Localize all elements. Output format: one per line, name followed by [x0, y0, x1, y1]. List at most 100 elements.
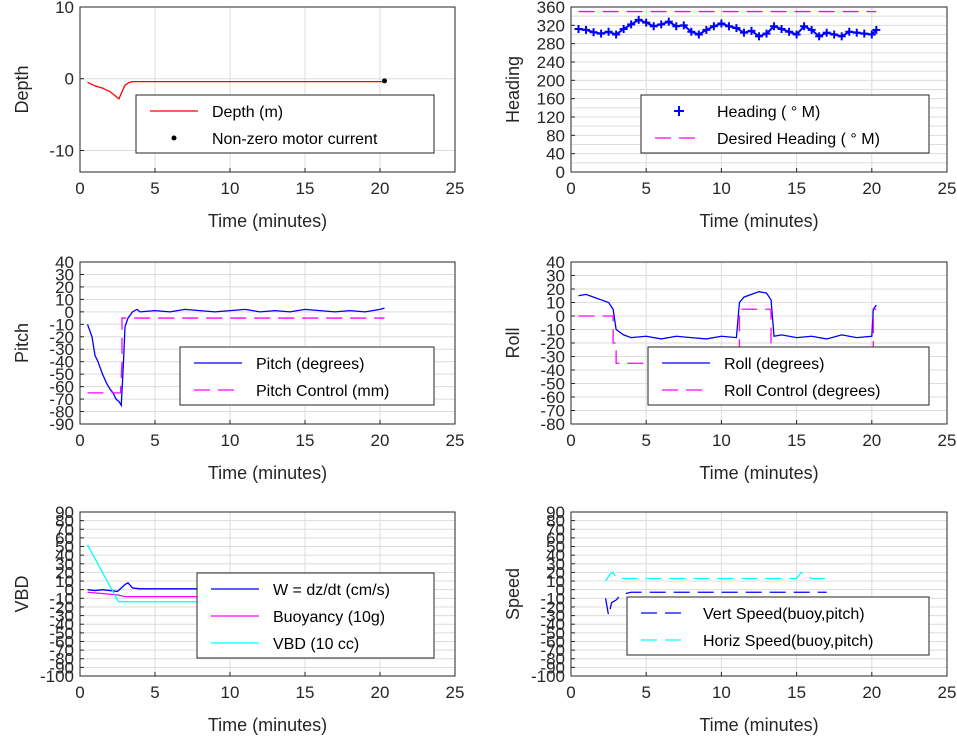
depth-legend-item: Depth (m) — [150, 104, 283, 121]
pitch-legend-item: Pitch (degrees) — [194, 356, 365, 373]
speed-ytick-label: -40 — [540, 615, 565, 634]
heading-xtick-label: 5 — [641, 179, 650, 198]
depth-series-group — [87, 78, 387, 100]
heading-ytick-label: 80 — [546, 126, 565, 145]
pitch-series-0-line — [86, 307, 385, 408]
depth-series-0-line — [87, 80, 385, 100]
vbd-legend-item: VBD (10 cc) — [211, 636, 359, 653]
heading-legend: Heading ( ° M) Desired Heading ( ° M) — [640, 94, 930, 154]
depth-xlabel: Time (minutes) — [208, 211, 327, 231]
vbd-xtick-label: 5 — [150, 683, 159, 702]
depth-series-1-point — [382, 78, 387, 84]
pitch-ytick-label: -60 — [49, 378, 74, 397]
speed-ytick-label: -80 — [540, 650, 565, 669]
pitch-legend-label: Pitch (degrees) — [256, 356, 365, 373]
vbd-ytick-label: 80 — [55, 512, 74, 531]
heading-legend-label: Desired Heading ( ° M) — [717, 131, 880, 148]
heading-xtick-label: 0 — [566, 179, 575, 198]
pitch-ylabel: Pitch — [12, 323, 32, 363]
vbd-ytick-label: 30 — [55, 555, 74, 574]
heading-series-0-line — [578, 18, 878, 38]
heading-ylabel: Heading — [503, 56, 523, 123]
roll-xtick-label: 5 — [641, 431, 650, 450]
heading-ytick-label: 120 — [537, 108, 565, 127]
depth-legend-swatch — [171, 135, 177, 141]
heading-axes-box — [570, 6, 948, 173]
speed-legend: Vert Speed(buoy,pitch) Horiz Speed(buoy,p… — [626, 596, 930, 656]
roll-series-0-line — [578, 291, 877, 340]
pitch-series-1-line — [87, 317, 385, 394]
pitch-axes-box — [79, 261, 456, 425]
heading-legend-item: Desired Heading ( ° M) — [655, 131, 880, 148]
speed-xtick-label: 25 — [938, 683, 957, 702]
roll-legend-box — [647, 346, 930, 406]
speed-ytick-label: 50 — [546, 538, 565, 557]
heading-ytick-label: 280 — [537, 35, 565, 54]
roll-xtick-label: 15 — [787, 431, 806, 450]
pitch-legend-item: Pitch Control (mm) — [194, 383, 389, 400]
roll-ytick-label: -70 — [540, 402, 565, 421]
vbd-legend-label: W = dz/dt (cm/s) — [273, 582, 390, 599]
vbd-ylabel: VBD — [12, 575, 32, 612]
depth-xtick-label: 20 — [371, 179, 390, 198]
speed-ytick-label: -60 — [540, 632, 565, 651]
heading-legend-label: Heading ( ° M) — [717, 104, 820, 121]
speed-ytick-label: -20 — [540, 598, 565, 617]
depth-legend-item: Non-zero motor current — [171, 131, 378, 148]
vbd-ytick-label: 50 — [55, 538, 74, 557]
vbd-panel: 0 5 10 15 20 259080706050403020100-10-20-30-4… — [12, 503, 464, 735]
depth-legend-box — [135, 94, 435, 154]
vbd-ytick-label: 70 — [55, 520, 74, 539]
speed-grid — [570, 511, 948, 677]
heading-xtick-label: 25 — [938, 179, 957, 198]
roll-ytick-label: 0 — [556, 307, 565, 326]
depth-axes-box — [79, 6, 456, 173]
depth-xtick-label: 25 — [446, 179, 465, 198]
heading-legend-box — [640, 94, 930, 154]
roll-ytick-label: -30 — [540, 348, 565, 367]
heading-ytick-label: 0 — [556, 163, 565, 182]
speed-legend-label: Horiz Speed(buoy,pitch) — [703, 633, 873, 650]
depth-legend-label: Non-zero motor current — [212, 131, 378, 148]
pitch-xtick-label: 5 — [150, 431, 159, 450]
speed-series-group — [604, 571, 827, 616]
heading-ytick-label: 40 — [546, 145, 565, 164]
speed-ytick-label: -50 — [540, 624, 565, 643]
pitch-xtick-label: 25 — [446, 431, 465, 450]
roll-ytick-label: 40 — [546, 253, 565, 272]
speed-xlabel: Time (minutes) — [699, 715, 818, 735]
speed-legend-label: Vert Speed(buoy,pitch) — [703, 606, 865, 623]
heading-series-group — [574, 10, 881, 41]
pitch-xtick-label: 20 — [371, 431, 390, 450]
roll-ylabel: Roll — [503, 327, 523, 358]
pitch-ytick-label: -90 — [49, 415, 74, 434]
pitch-legend-label: Pitch Control (mm) — [256, 383, 389, 400]
vbd-ytick-label: 10 — [55, 572, 74, 591]
heading-xtick-label: 10 — [712, 179, 731, 198]
speed-series-1-line — [605, 571, 827, 582]
heading-xtick-label: 15 — [787, 179, 806, 198]
vbd-xlabel: Time (minutes) — [208, 715, 327, 735]
pitch-ytick-label: 20 — [55, 278, 74, 297]
speed-axes-box — [570, 511, 948, 677]
roll-ytick-label: 30 — [546, 267, 565, 286]
roll-legend-item: Roll Control (degrees) — [662, 383, 881, 400]
pitch-ytick-label: -40 — [49, 353, 74, 372]
speed-ylabel: Speed — [503, 568, 523, 620]
roll-ytick-label: 10 — [546, 294, 565, 313]
speed-ytick-label: -100 — [531, 667, 565, 686]
vbd-legend-label: Buoyancy (10g) — [273, 609, 385, 626]
roll-legend: Roll (degrees) Roll Control (degrees) — [647, 346, 930, 406]
vbd-ytick-label: 40 — [55, 546, 74, 565]
depth-xtick-label: 15 — [296, 179, 315, 198]
vbd-ytick-label: 0 — [65, 581, 74, 600]
vbd-ytick-label: -20 — [49, 598, 74, 617]
vbd-ytick-label: -50 — [49, 624, 74, 643]
vbd-axes-box — [79, 511, 456, 677]
roll-xtick-label: 0 — [566, 431, 575, 450]
speed-ytick-label: 70 — [546, 520, 565, 539]
vbd-ytick-label: 90 — [55, 503, 74, 522]
roll-legend-item: Roll (degrees) — [662, 356, 824, 373]
